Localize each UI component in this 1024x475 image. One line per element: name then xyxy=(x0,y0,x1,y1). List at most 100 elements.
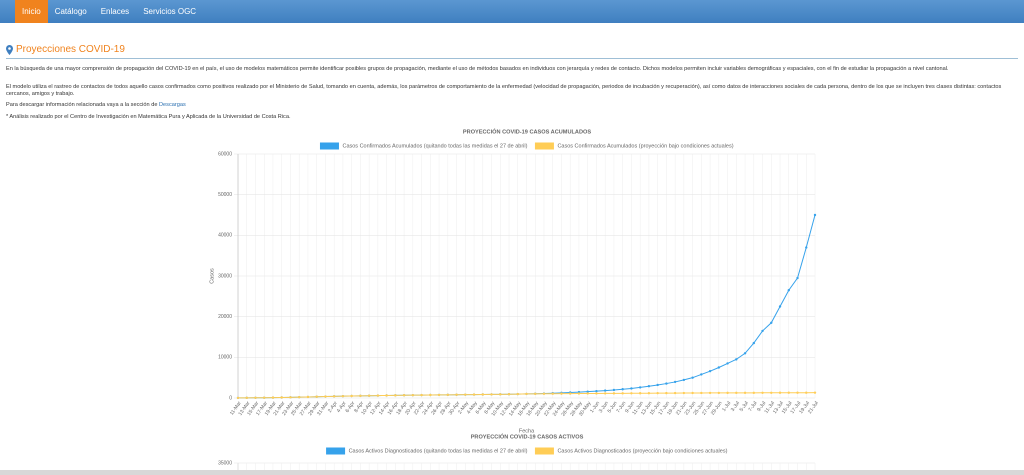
nav-item[interactable]: Enlaces xyxy=(100,7,130,16)
data-point xyxy=(656,383,659,387)
data-point xyxy=(752,341,756,345)
data-point xyxy=(787,391,790,394)
data-point xyxy=(394,394,397,397)
data-point xyxy=(534,392,537,396)
x-tick-label: 5-Jul xyxy=(739,400,750,412)
data-point xyxy=(464,393,467,396)
data-point xyxy=(280,396,283,399)
data-point xyxy=(332,395,336,398)
legend: Casos Confirmados Acumulados (quitando t… xyxy=(319,142,734,150)
data-point xyxy=(437,393,441,397)
data-point xyxy=(735,391,738,395)
y-tick-label: 35000 xyxy=(218,460,232,466)
data-point xyxy=(805,246,808,249)
data-point xyxy=(805,391,808,394)
data-point xyxy=(341,394,345,398)
data-point xyxy=(647,392,651,395)
data-point xyxy=(770,321,773,324)
legend: Casos Activos Diagnosticados (quitando t… xyxy=(326,447,728,455)
y-axis-label: Casos xyxy=(209,268,215,284)
data-point xyxy=(569,392,572,395)
data-point xyxy=(271,396,275,399)
data-point xyxy=(691,376,694,379)
pin-icon xyxy=(6,44,13,55)
x-tick-label: 9-Jul xyxy=(756,400,767,412)
data-point xyxy=(735,358,738,361)
charts: PROYECCIÓN COVID-19 CASOS ACUMULADOS Caso… xyxy=(209,127,820,470)
data-point xyxy=(525,392,528,396)
paragraph-text: Para descargar información relacionada v… xyxy=(6,102,158,108)
data-point xyxy=(586,390,589,393)
paragraph: El modelo utiliza el rastreo de contacto… xyxy=(6,84,1002,97)
data-point xyxy=(621,388,624,391)
data-point xyxy=(359,394,362,398)
data-point xyxy=(551,392,554,395)
y-tick-label: 40000 xyxy=(218,233,232,239)
data-point xyxy=(630,387,633,390)
data-point xyxy=(516,392,519,396)
legend-swatch xyxy=(326,447,346,455)
data-point xyxy=(638,392,642,395)
y-tick-label: 50000 xyxy=(218,192,232,198)
data-point xyxy=(429,393,432,397)
data-point xyxy=(673,380,677,384)
data-point xyxy=(726,391,729,395)
data-point xyxy=(717,391,721,395)
data-point xyxy=(647,385,651,388)
nav-item[interactable]: Servicios OGC xyxy=(143,7,197,16)
data-point xyxy=(665,382,668,385)
data-point xyxy=(603,389,607,392)
data-point xyxy=(726,362,729,365)
data-point xyxy=(813,391,817,394)
data-point xyxy=(787,289,790,292)
data-point xyxy=(595,392,598,395)
data-point xyxy=(315,395,318,398)
data-point xyxy=(813,213,817,217)
download-link[interactable]: Descargas xyxy=(159,102,186,108)
data-point xyxy=(324,395,327,398)
data-point xyxy=(743,391,747,395)
data-point xyxy=(560,392,563,395)
data-point xyxy=(612,388,616,392)
data-point xyxy=(420,393,423,397)
nav-bar: Inicio Catálogo Enlaces Servicios OGC xyxy=(0,0,1024,23)
data-point xyxy=(612,392,616,395)
data-point xyxy=(761,329,764,333)
y-tick-label: 10000 xyxy=(218,355,232,361)
data-point xyxy=(682,391,686,395)
data-point xyxy=(796,391,799,394)
data-point xyxy=(603,392,607,395)
data-point xyxy=(665,391,668,395)
data-point xyxy=(490,393,493,396)
data-point xyxy=(682,378,686,382)
data-point xyxy=(761,391,764,394)
data-point xyxy=(638,386,642,389)
data-point xyxy=(446,393,450,397)
data-point xyxy=(254,396,257,399)
data-point xyxy=(385,394,388,397)
x-axis-label: Fecha xyxy=(519,428,535,434)
data-point xyxy=(656,391,659,395)
x-tick-label: 1-Jul xyxy=(721,400,732,412)
data-point xyxy=(376,394,380,397)
data-point xyxy=(752,391,756,395)
data-point xyxy=(630,392,633,395)
data-point xyxy=(796,276,799,280)
legend-label: Casos Activos Diagnosticados (quitando t… xyxy=(349,448,528,454)
x-tick-label: 3-Jul xyxy=(730,400,741,412)
y-tick-label: 0 xyxy=(229,395,232,401)
note: * Análisis realizado por el Centro de In… xyxy=(6,114,291,120)
data-point xyxy=(507,393,511,396)
heading-text: Proyecciones COVID-19 xyxy=(16,44,125,55)
data-point xyxy=(691,391,694,395)
data-point xyxy=(263,396,266,399)
nav-item[interactable]: Catálogo xyxy=(54,7,87,16)
data-point xyxy=(770,391,773,394)
data-point xyxy=(717,366,721,369)
data-point xyxy=(700,391,703,395)
nav-item[interactable]: Inicio xyxy=(15,0,48,23)
legend-label: Casos Confirmados Acumulados (proyección… xyxy=(557,143,733,149)
y-tick-label: 60000 xyxy=(218,151,232,157)
